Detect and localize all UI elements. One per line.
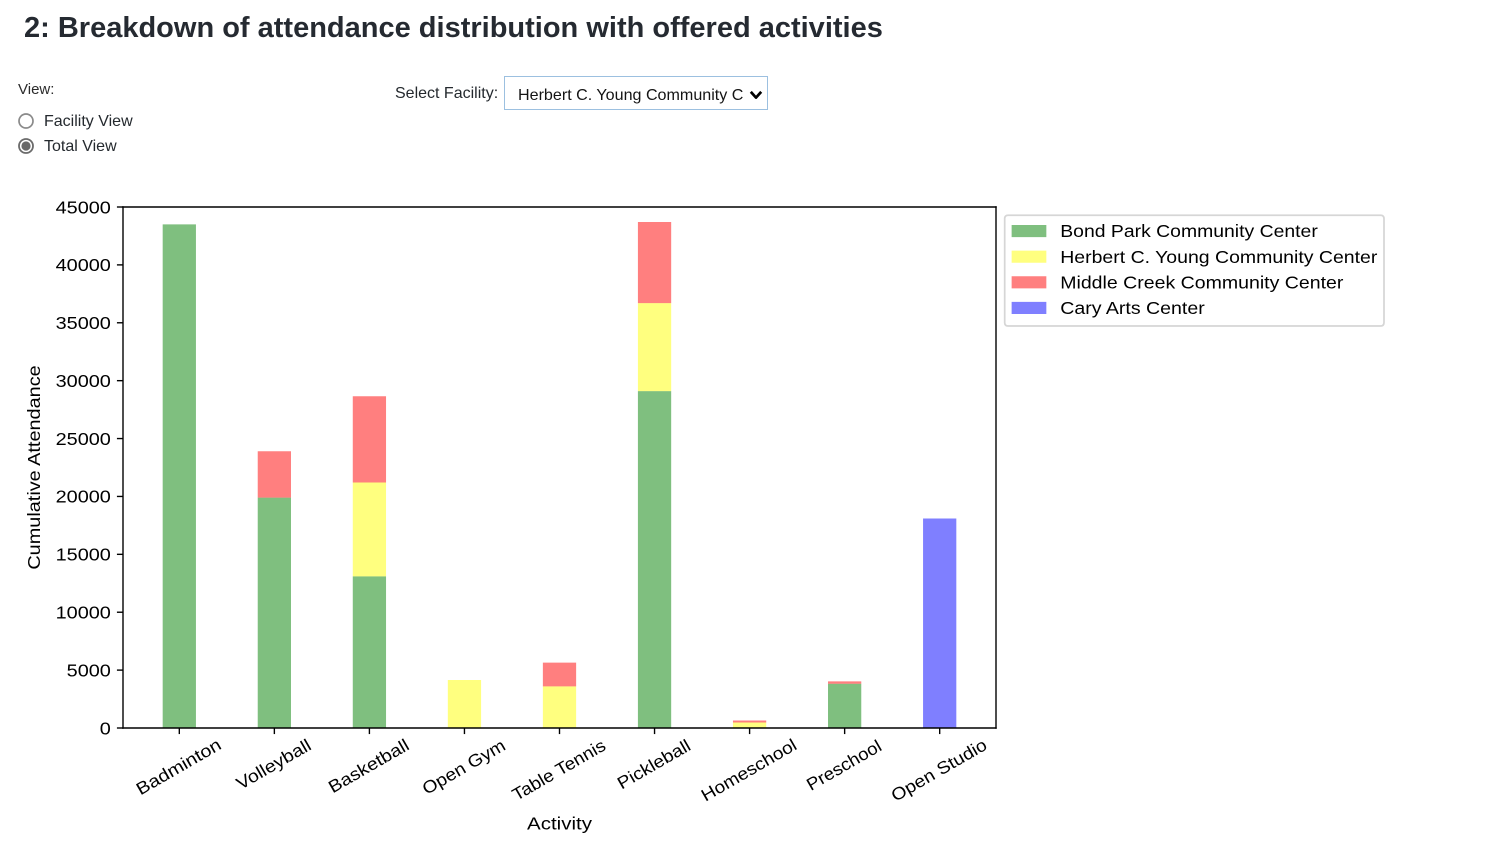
svg-text:10000: 10000 (56, 603, 111, 623)
svg-text:Activity: Activity (527, 814, 592, 834)
svg-text:25000: 25000 (56, 429, 111, 449)
svg-text:Cumulative Attendance: Cumulative Attendance (24, 365, 44, 569)
svg-text:20000: 20000 (56, 487, 111, 507)
svg-text:5000: 5000 (67, 660, 111, 680)
svg-text:30000: 30000 (56, 371, 111, 391)
svg-text:40000: 40000 (56, 255, 111, 275)
svg-text:Herbert C. Young Community Cen: Herbert C. Young Community Center (1060, 247, 1377, 267)
svg-text:15000: 15000 (56, 545, 111, 565)
svg-text:Cary Arts Center: Cary Arts Center (1060, 298, 1205, 318)
svg-text:0: 0 (100, 718, 111, 738)
svg-text:Bond Park Community Center: Bond Park Community Center (1060, 221, 1318, 241)
svg-text:45000: 45000 (56, 197, 111, 217)
svg-text:35000: 35000 (56, 313, 111, 333)
svg-text:Middle Creek Community Center: Middle Creek Community Center (1060, 272, 1343, 292)
